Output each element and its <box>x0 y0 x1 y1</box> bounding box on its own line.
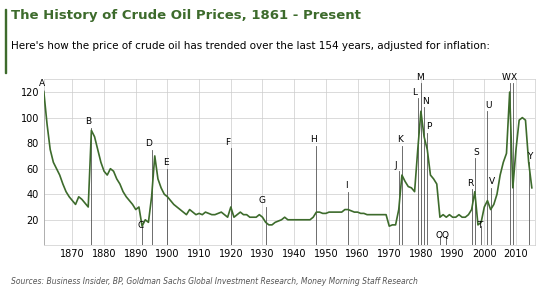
Text: Y: Y <box>527 152 532 161</box>
Text: M: M <box>416 73 424 81</box>
Text: G: G <box>259 197 266 206</box>
Text: R: R <box>467 179 474 187</box>
Text: S: S <box>474 148 479 157</box>
Text: X: X <box>511 73 517 81</box>
Text: J: J <box>394 161 397 170</box>
Text: U: U <box>486 101 492 110</box>
Text: K: K <box>398 135 404 144</box>
Text: L: L <box>412 88 417 97</box>
Text: T: T <box>477 221 482 230</box>
Text: W: W <box>502 73 511 81</box>
Text: Here's how the price of crude oil has trended over the last 154 years, adjusted : Here's how the price of crude oil has tr… <box>11 41 490 51</box>
Text: B: B <box>85 117 91 126</box>
Text: A: A <box>40 79 46 88</box>
Text: The History of Crude Oil Prices, 1861 - Present: The History of Crude Oil Prices, 1861 - … <box>11 9 361 22</box>
Text: N: N <box>422 97 429 106</box>
Text: I: I <box>345 181 348 190</box>
Text: C: C <box>138 221 144 230</box>
Text: F: F <box>225 138 230 147</box>
Text: O: O <box>435 232 442 240</box>
Text: V: V <box>489 177 495 186</box>
Text: E: E <box>163 158 169 167</box>
Text: Sources: Business Insider, BP, Goldman Sachs Global Investment Research, Money M: Sources: Business Insider, BP, Goldman S… <box>11 277 418 286</box>
Text: Q: Q <box>441 232 448 240</box>
Text: H: H <box>310 135 316 144</box>
Text: P: P <box>426 122 431 131</box>
Text: D: D <box>145 139 152 148</box>
